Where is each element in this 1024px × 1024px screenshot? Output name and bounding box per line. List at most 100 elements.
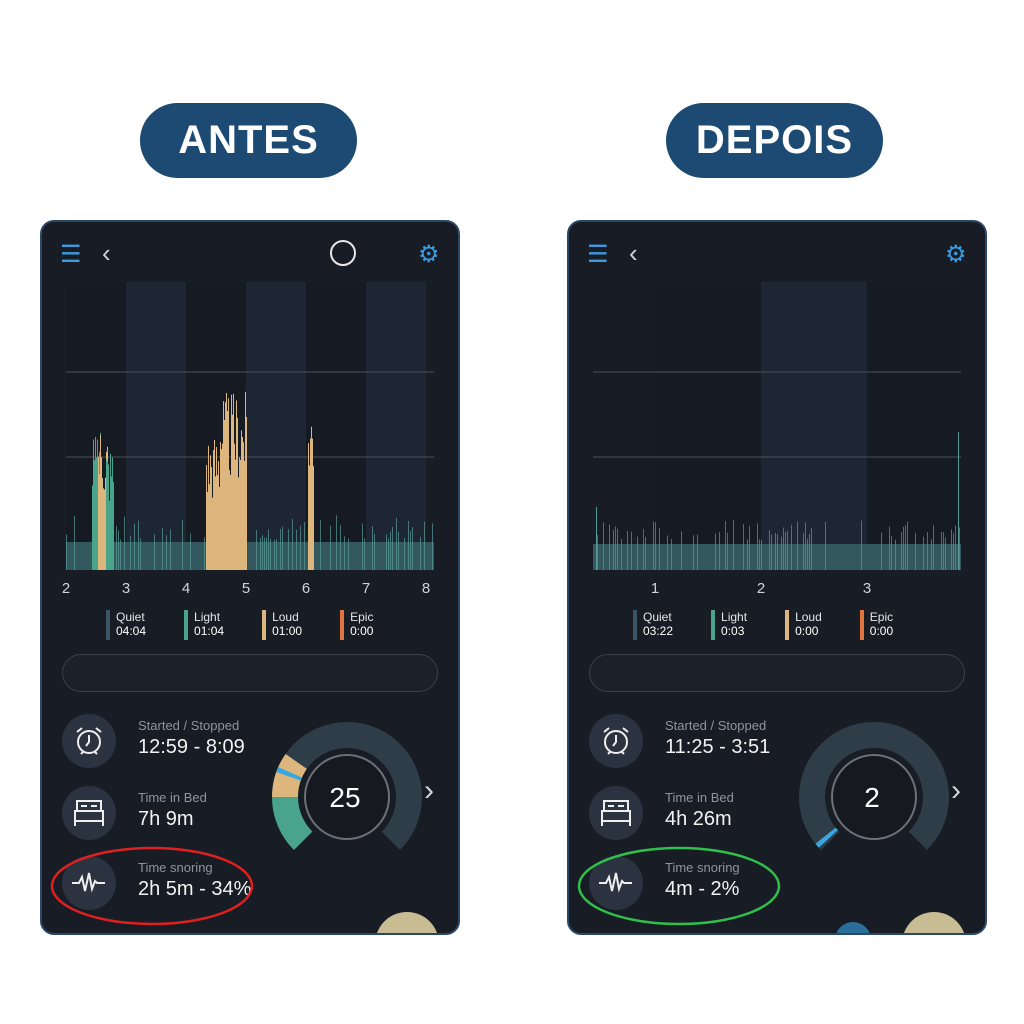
snore-spike xyxy=(260,537,261,570)
snore-spike xyxy=(224,419,225,570)
snore-spike xyxy=(424,521,425,570)
action-button[interactable] xyxy=(375,912,439,933)
snore-spike xyxy=(313,466,314,570)
gauge-score-tick xyxy=(276,767,303,781)
snore-spike xyxy=(727,532,728,570)
snore-spike xyxy=(232,414,233,570)
snore-spike xyxy=(891,535,892,570)
legend-item-quiet: Quiet 03:22 xyxy=(633,610,673,640)
snore-spike xyxy=(747,539,748,570)
snore-spike xyxy=(693,535,694,570)
snore-spike xyxy=(230,474,231,570)
snore-spike xyxy=(217,475,218,570)
snore-spike xyxy=(396,518,397,570)
snore-spike xyxy=(109,500,110,570)
chevron-right-icon[interactable]: › xyxy=(951,774,961,807)
snore-spike xyxy=(214,439,215,570)
snore-spike xyxy=(787,530,788,570)
hour-band xyxy=(246,282,306,570)
snore-spike xyxy=(94,460,95,570)
axis-tick: 7 xyxy=(361,580,371,597)
gauge-center xyxy=(831,754,917,840)
snore-spike xyxy=(266,537,267,570)
snore-spike xyxy=(655,522,656,570)
snore-spike xyxy=(190,533,191,570)
hour-band xyxy=(126,282,186,570)
gauge-score-tick xyxy=(815,827,839,848)
snore-spike xyxy=(207,491,208,570)
hour-band xyxy=(655,282,761,570)
snore-spike xyxy=(951,529,952,570)
playback-track[interactable] xyxy=(589,654,965,692)
snore-spike xyxy=(825,522,826,570)
snore-spike xyxy=(941,531,942,570)
snore-spike xyxy=(98,456,99,570)
snore-spike xyxy=(113,482,114,570)
snore-spike xyxy=(907,521,908,570)
snore-spike xyxy=(609,524,610,570)
snore-spike xyxy=(225,402,226,570)
hour-band xyxy=(867,282,959,570)
list-menu-icon[interactable]: ☰ xyxy=(587,241,609,268)
snore-spike xyxy=(124,516,125,570)
snore-spike xyxy=(74,515,75,570)
snore-spike xyxy=(781,536,782,570)
snore-spike xyxy=(725,520,726,570)
snore-spike xyxy=(240,459,241,570)
snore-spike xyxy=(901,532,902,570)
snore-spike xyxy=(92,485,93,570)
snore-spike xyxy=(108,464,109,570)
snore-spike xyxy=(233,393,234,570)
snore-spike xyxy=(231,394,232,570)
snore-spike xyxy=(757,523,758,570)
snore-spike xyxy=(228,398,229,570)
snore-spike xyxy=(348,538,349,570)
snore-spike xyxy=(219,486,220,570)
back-icon[interactable]: ‹ xyxy=(629,238,638,268)
snore-spike xyxy=(105,477,106,570)
axis-tick: 4 xyxy=(181,580,191,597)
snore-spike xyxy=(412,527,413,570)
snore-spike xyxy=(120,539,121,570)
snore-spike xyxy=(212,497,213,570)
snore-spike xyxy=(667,535,668,570)
snore-spike xyxy=(903,526,904,570)
snore-spike xyxy=(166,535,167,570)
after-panel: ☰ ‹ ⚙ 1 2 3 Quiet 03:22 Light 0:03 Loud 0:00 Epi… xyxy=(567,220,987,935)
back-icon[interactable]: ‹ xyxy=(102,238,111,268)
snore-spike xyxy=(235,459,236,570)
snore-spike xyxy=(246,416,247,570)
history-icon[interactable] xyxy=(330,240,356,266)
snore-spike xyxy=(945,537,946,570)
playback-track[interactable] xyxy=(62,654,438,692)
snore-spike xyxy=(811,527,812,570)
snore-spike xyxy=(749,525,750,570)
snore-spike xyxy=(344,536,345,570)
snore-spike xyxy=(759,539,760,570)
bed-icon xyxy=(62,786,116,840)
snore-spike xyxy=(238,477,239,570)
snore-spike xyxy=(221,449,222,570)
snore-spike xyxy=(268,529,269,570)
snore-spike xyxy=(719,532,720,570)
action-button[interactable] xyxy=(902,912,966,933)
gear-icon[interactable]: ⚙ xyxy=(945,241,967,268)
snore-spike xyxy=(905,525,906,570)
snore-spike xyxy=(104,489,105,570)
snore-spike xyxy=(923,536,924,570)
snore-spike xyxy=(296,529,297,570)
gear-icon[interactable]: ⚙ xyxy=(418,241,440,268)
secondary-button[interactable] xyxy=(835,922,871,933)
legend-item-epic: Epic 0:00 xyxy=(859,610,893,640)
snore-spike xyxy=(270,539,271,570)
chevron-right-icon[interactable]: › xyxy=(424,774,434,807)
snore-spike xyxy=(603,522,604,570)
alarm-clock-icon xyxy=(62,714,116,768)
snore-spike xyxy=(99,474,100,570)
snore-spike xyxy=(234,443,235,570)
snore-spike xyxy=(953,533,954,570)
snore-spike xyxy=(262,535,263,570)
list-menu-icon[interactable]: ☰ xyxy=(60,241,82,268)
legend: Quiet 03:22 Light 0:03 Loud 0:00 Epic 0:00 xyxy=(633,610,893,640)
snore-spike xyxy=(244,460,245,570)
